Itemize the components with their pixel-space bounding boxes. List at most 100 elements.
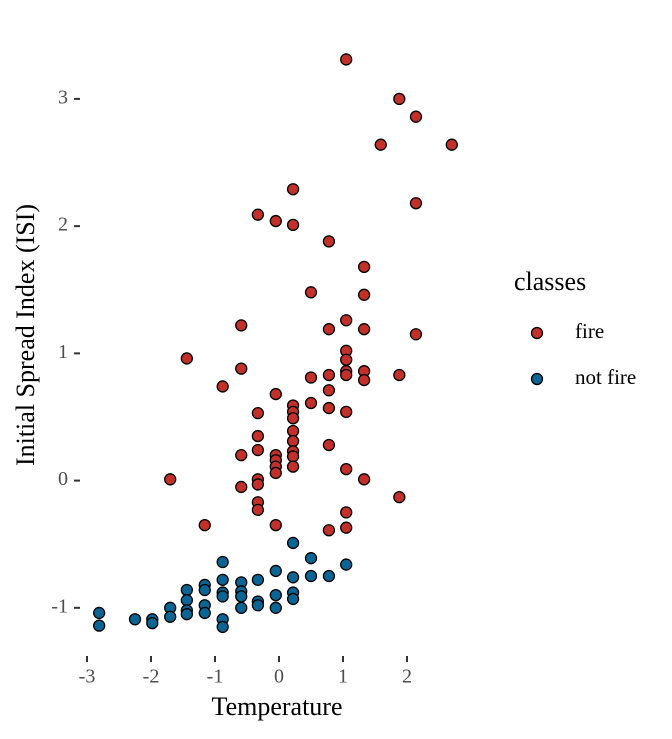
point: [340, 53, 353, 66]
point: [286, 435, 300, 448]
y-tick-label: 1: [58, 341, 68, 363]
point: [322, 524, 336, 537]
point: [286, 592, 300, 606]
point: [286, 424, 300, 438]
point: [357, 260, 371, 273]
point: [409, 328, 423, 341]
point: [93, 606, 106, 620]
point: [180, 608, 193, 621]
point: [180, 583, 193, 597]
point: [357, 323, 371, 336]
point: [393, 490, 406, 504]
point: [269, 564, 282, 578]
point: [216, 620, 229, 634]
point: [340, 353, 353, 366]
point: [216, 573, 229, 586]
y-tick-label: -1: [51, 595, 68, 617]
legend-title: classes: [514, 267, 586, 296]
x-tick-label: -2: [143, 666, 160, 688]
point: [235, 319, 248, 332]
point: [146, 616, 159, 630]
point: [304, 371, 318, 384]
point: [304, 569, 318, 583]
point: [251, 599, 265, 612]
point: [251, 429, 265, 443]
point: [128, 613, 142, 626]
point: [235, 362, 248, 375]
point: [251, 573, 265, 586]
point: [198, 583, 211, 597]
point: [198, 518, 211, 532]
point: [409, 197, 423, 210]
point: [198, 606, 211, 620]
point: [269, 387, 282, 401]
legend-label: fire: [575, 319, 604, 343]
x-tick-label: 1: [338, 666, 348, 688]
point: [235, 601, 248, 614]
x-axis-label: Temperature: [212, 692, 343, 721]
point: [180, 352, 193, 365]
point: [180, 594, 193, 607]
point: [322, 368, 336, 382]
point: [251, 208, 265, 221]
point: [322, 235, 336, 248]
point: [251, 443, 265, 457]
point: [286, 412, 300, 425]
point: [445, 138, 458, 151]
point: [340, 368, 353, 382]
point: [322, 569, 336, 583]
point: [322, 384, 336, 397]
point: [409, 110, 423, 123]
point: [216, 380, 229, 393]
point: [164, 473, 177, 486]
legend-marker: [530, 372, 544, 386]
point: [286, 571, 300, 584]
y-tick-label: 2: [58, 214, 68, 236]
point: [269, 588, 282, 602]
y-axis-label: Initial Spread Index (ISI): [11, 204, 40, 466]
point: [393, 92, 406, 106]
point: [340, 506, 353, 519]
point: [216, 555, 229, 569]
point: [235, 480, 248, 494]
point: [322, 401, 336, 415]
point: [340, 521, 353, 534]
point: [304, 286, 318, 299]
point: [235, 590, 248, 603]
point: [357, 288, 371, 301]
point: [322, 323, 336, 336]
point: [322, 438, 336, 452]
point: [164, 610, 177, 623]
point: [269, 214, 282, 228]
point: [340, 558, 353, 571]
point: [374, 138, 387, 151]
point: [286, 218, 300, 232]
point: [340, 405, 353, 419]
point: [286, 536, 300, 550]
x-tick-label: -3: [79, 666, 96, 688]
point: [269, 601, 282, 614]
point: [340, 462, 353, 476]
y-tick-label: 0: [58, 468, 68, 490]
legend-label: not fire: [575, 365, 636, 389]
point: [304, 552, 318, 565]
point: [235, 448, 248, 462]
x-tick-label: 0: [274, 666, 284, 688]
point: [393, 368, 406, 382]
point: [93, 619, 106, 632]
point: [286, 450, 300, 463]
point: [216, 590, 229, 603]
x-tick-label: 2: [402, 666, 412, 688]
point: [357, 473, 371, 486]
point: [269, 518, 282, 532]
point: [251, 503, 265, 517]
point: [251, 407, 265, 420]
y-tick-label: 3: [58, 86, 68, 108]
point: [286, 460, 300, 473]
point: [251, 478, 265, 491]
point: [269, 466, 282, 480]
point: [357, 373, 371, 387]
point: [304, 396, 318, 410]
point: [340, 314, 353, 327]
